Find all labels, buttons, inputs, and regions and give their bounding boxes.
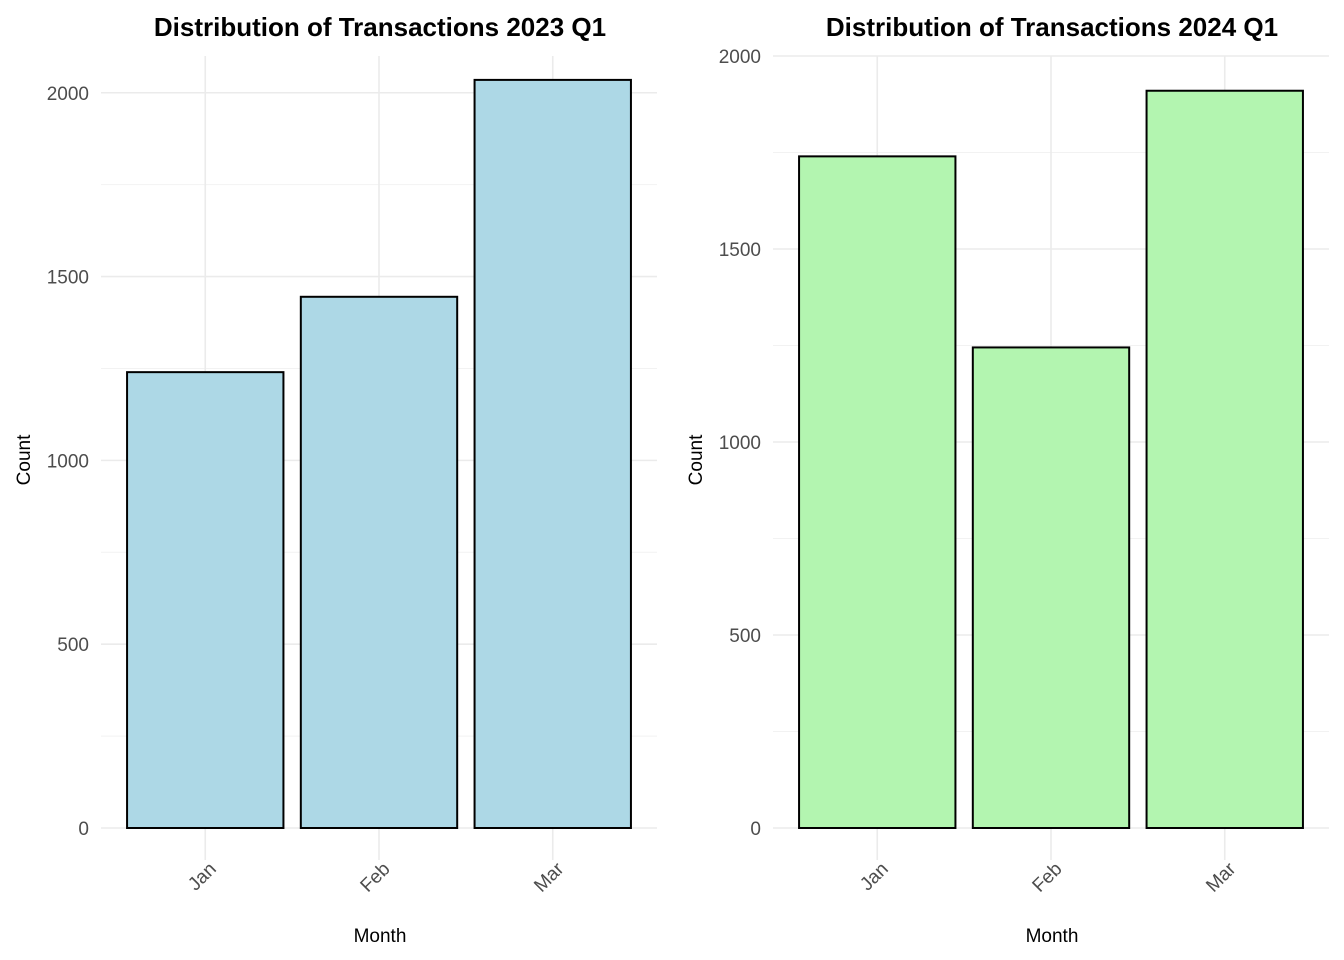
chart-panel-2024: 0 500 1000 1500 2000 Jan Feb Mar Distribution …	[686, 12, 1329, 947]
chart-title: Distribution of Transactions 2023 Q1	[154, 12, 606, 42]
bar-jan	[798, 155, 957, 830]
x-tick-labels: Jan Feb Mar	[856, 858, 1240, 896]
bars	[798, 89, 1304, 830]
x-axis-title: Month	[1026, 926, 1079, 947]
y-tick-label: 1000	[47, 451, 89, 472]
x-axis-title: Month	[354, 926, 407, 947]
y-tick-label: 2000	[719, 47, 761, 68]
y-tick-labels: 0 500 1000 1500 2000	[47, 84, 89, 840]
y-axis-title: Count	[14, 434, 35, 485]
bar-jan	[126, 371, 285, 829]
y-tick-labels: 0 500 1000 1500 2000	[719, 47, 761, 840]
y-tick-label: 1500	[719, 240, 761, 261]
x-tick-label: Jan	[856, 859, 893, 896]
y-tick-label: 1500	[47, 268, 89, 289]
chart-panel-2023: 0 500 1000 1500 2000 Jan Feb Mar Distribution …	[14, 12, 657, 947]
y-tick-label: 500	[57, 635, 89, 656]
y-tick-label: 1000	[719, 433, 761, 454]
bars	[126, 78, 632, 829]
y-tick-label: 0	[78, 819, 89, 840]
bar-feb	[971, 346, 1131, 829]
x-tick-label: Feb	[1029, 859, 1067, 897]
y-tick-label: 500	[729, 626, 761, 647]
x-tick-label: Mar	[1202, 858, 1240, 896]
y-tick-label: 2000	[47, 84, 89, 105]
x-tick-label: Feb	[357, 859, 395, 897]
y-axis-title: Count	[686, 434, 707, 485]
x-tick-label: Mar	[530, 858, 568, 896]
bar-feb	[299, 295, 459, 829]
y-tick-label: 0	[750, 819, 761, 840]
x-tick-labels: Jan Feb Mar	[184, 858, 568, 896]
x-tick-label: Jan	[184, 859, 221, 896]
chart-title: Distribution of Transactions 2024 Q1	[826, 12, 1278, 42]
bar-mar	[1145, 89, 1304, 830]
bar-mar	[473, 78, 632, 829]
